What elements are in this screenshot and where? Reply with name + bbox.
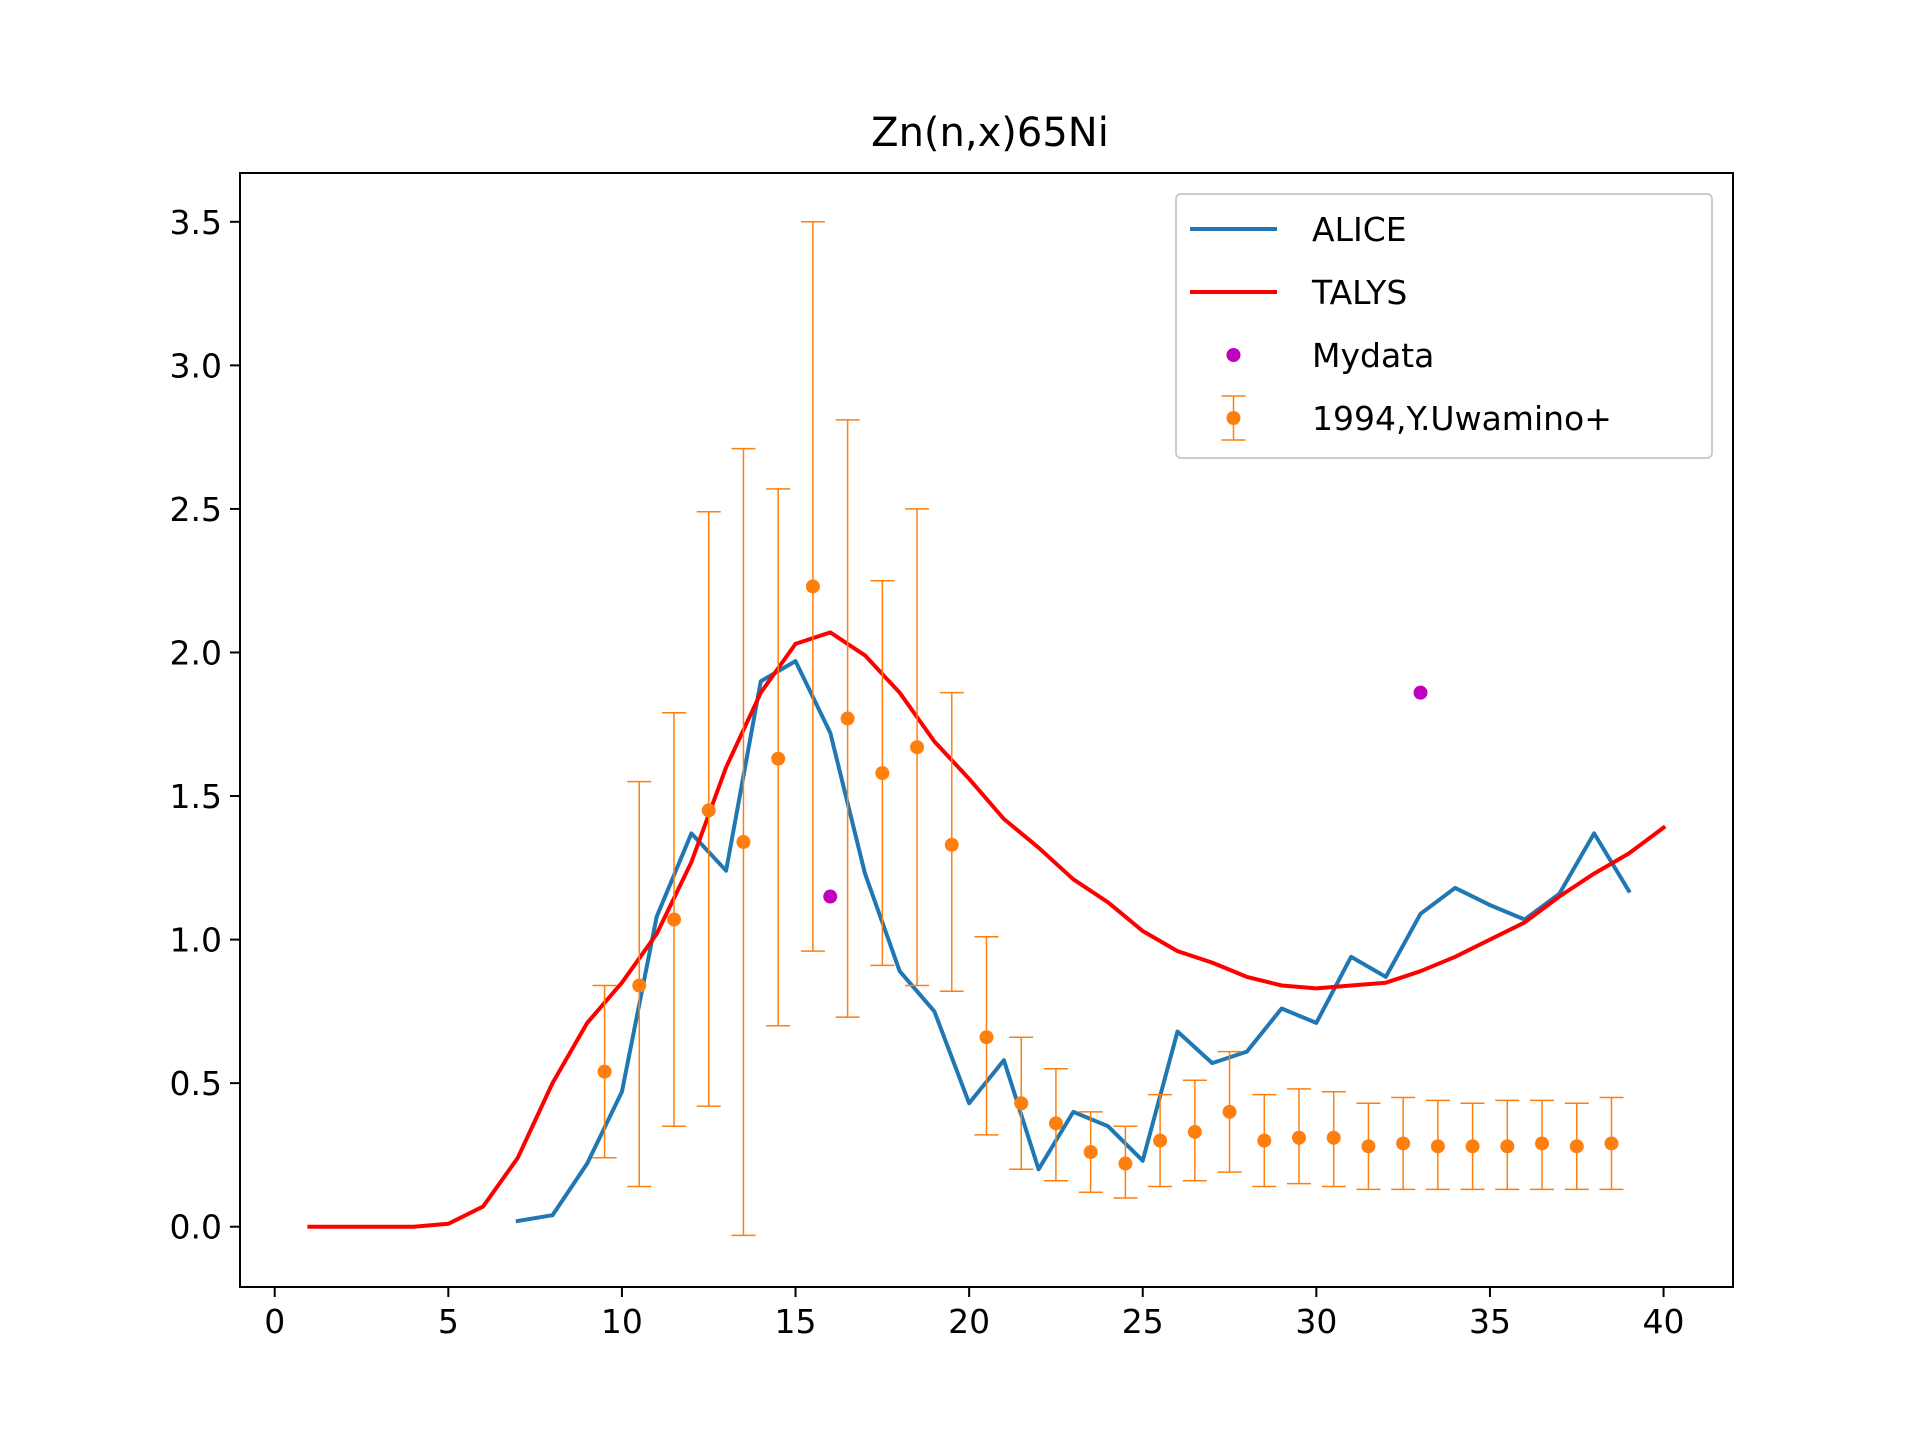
legend-swatch-marker bbox=[1226, 411, 1241, 425]
y-tick-label: 2.0 bbox=[170, 633, 222, 672]
point-1994-y-uwamino bbox=[632, 978, 647, 993]
point-1994-y-uwamino bbox=[1396, 1136, 1411, 1151]
point-1994-y-uwamino bbox=[1187, 1124, 1202, 1139]
point-1994-y-uwamino bbox=[1500, 1139, 1515, 1154]
y-tick-label: 1.0 bbox=[170, 921, 222, 960]
plot-frame bbox=[239, 172, 1734, 1288]
legend-label: TALYS bbox=[1311, 273, 1407, 312]
legend: ALICE TALYS Mydata 1994,Y.Uwamino+ bbox=[1175, 193, 1713, 459]
chart-title: Zn(n,x)65Ni bbox=[871, 110, 1109, 156]
point-mydata bbox=[1413, 685, 1428, 700]
series-line-alice bbox=[515, 659, 1632, 1224]
point-1994-y-uwamino bbox=[736, 834, 751, 849]
legend-label: Mydata bbox=[1312, 336, 1434, 375]
legend-label: 1994,Y.Uwamino+ bbox=[1312, 399, 1612, 438]
point-1994-y-uwamino bbox=[1569, 1139, 1584, 1154]
point-1994-y-uwamino bbox=[805, 579, 820, 594]
point-1994-y-uwamino bbox=[1014, 1096, 1029, 1111]
point-1994-y-uwamino bbox=[1222, 1104, 1237, 1119]
point-1994-y-uwamino bbox=[1326, 1130, 1341, 1145]
point-1994-y-uwamino bbox=[944, 837, 959, 852]
y-tick-label: 1.5 bbox=[170, 777, 222, 816]
point-mydata bbox=[823, 889, 838, 904]
legend-box bbox=[1175, 193, 1713, 459]
y-tick-label: 0.0 bbox=[170, 1208, 222, 1247]
point-1994-y-uwamino bbox=[1153, 1133, 1168, 1148]
point-1994-y-uwamino bbox=[1465, 1139, 1480, 1154]
y-tick-label: 3.0 bbox=[170, 346, 222, 385]
point-1994-y-uwamino bbox=[1604, 1136, 1619, 1151]
point-1994-y-uwamino bbox=[771, 751, 786, 766]
x-tick-label: 30 bbox=[1295, 1302, 1337, 1341]
point-1994-y-uwamino bbox=[1257, 1133, 1272, 1148]
y-tick-label: 0.5 bbox=[170, 1064, 222, 1103]
y-axis: 0.0 0.5 1.0 1.5 2.0 2.5 3.0 3.5 bbox=[170, 203, 240, 1247]
x-tick-label: 5 bbox=[438, 1302, 459, 1341]
point-1994-y-uwamino bbox=[701, 803, 716, 818]
point-1994-y-uwamino bbox=[979, 1030, 994, 1045]
legend-label: ALICE bbox=[1312, 210, 1407, 249]
x-tick-label: 15 bbox=[775, 1302, 817, 1341]
series-line-talys bbox=[307, 630, 1667, 1229]
plot-marks bbox=[307, 221, 1667, 1237]
point-1994-y-uwamino bbox=[667, 912, 682, 927]
point-1994-y-uwamino bbox=[875, 766, 890, 781]
x-tick-label: 10 bbox=[601, 1302, 643, 1341]
point-1994-y-uwamino bbox=[1361, 1139, 1376, 1154]
x-tick-label: 40 bbox=[1643, 1302, 1685, 1341]
point-1994-y-uwamino bbox=[1118, 1156, 1133, 1171]
point-1994-y-uwamino bbox=[840, 711, 855, 726]
point-1994-y-uwamino bbox=[910, 740, 925, 755]
point-1994-y-uwamino bbox=[1083, 1145, 1098, 1160]
point-1994-y-uwamino bbox=[1430, 1139, 1445, 1154]
legend-swatch-marker bbox=[1226, 348, 1241, 362]
y-tick-label: 3.5 bbox=[170, 203, 222, 242]
point-1994-y-uwamino bbox=[597, 1064, 612, 1079]
x-tick-label: 0 bbox=[264, 1302, 285, 1341]
x-axis: 0 5 10 15 20 25 30 35 40 bbox=[264, 1287, 1685, 1341]
point-1994-y-uwamino bbox=[1048, 1116, 1063, 1131]
point-1994-y-uwamino bbox=[1535, 1136, 1550, 1151]
y-tick-label: 2.5 bbox=[170, 490, 222, 529]
x-tick-label: 20 bbox=[948, 1302, 990, 1341]
x-tick-label: 25 bbox=[1122, 1302, 1164, 1341]
point-1994-y-uwamino bbox=[1291, 1130, 1306, 1145]
x-tick-label: 35 bbox=[1469, 1302, 1511, 1341]
